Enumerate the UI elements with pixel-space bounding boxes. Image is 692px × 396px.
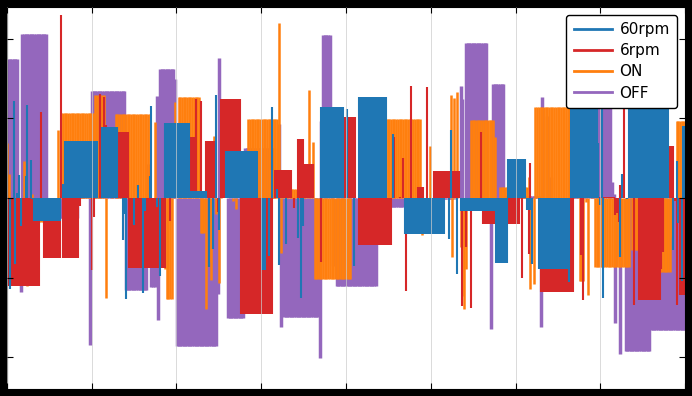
Legend: 60rpm, 6rpm, ON, OFF: 60rpm, 6rpm, ON, OFF xyxy=(566,15,677,108)
